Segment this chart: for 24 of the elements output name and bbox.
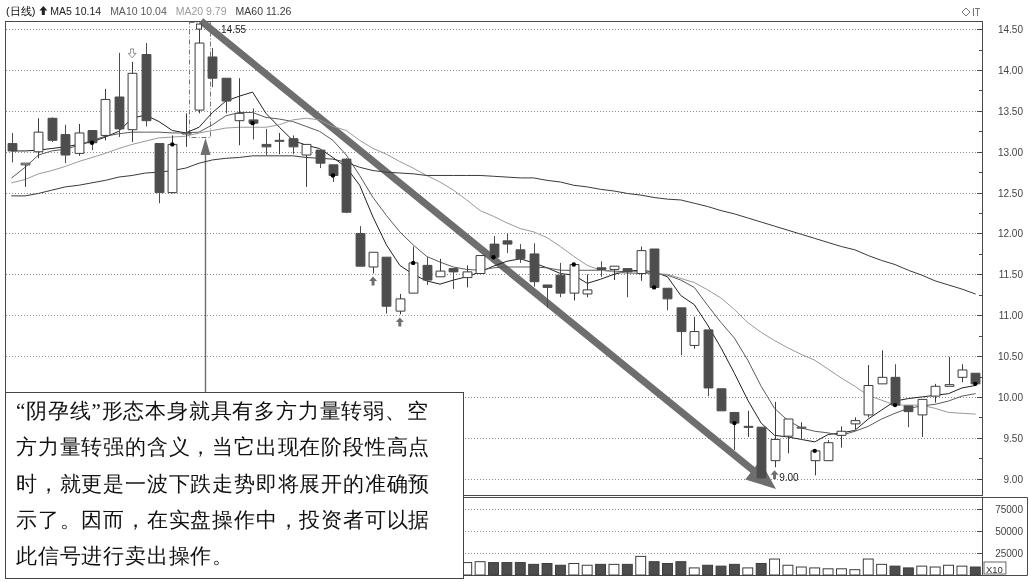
text: MA20 9.79 xyxy=(175,5,227,17)
y-axis-title: X10 xyxy=(986,563,1003,575)
y-tick-label: 14.50 xyxy=(997,24,1024,35)
chart-title: (日线) xyxy=(6,5,36,17)
y-tick-label: 50000 xyxy=(995,526,1024,537)
y-tick-label: 10.00 xyxy=(997,392,1024,403)
y-tick-label: 9.50 xyxy=(1003,433,1024,444)
y-tick-label: 9.00 xyxy=(1003,474,1024,485)
y-tick-label: 12.50 xyxy=(997,188,1024,199)
annotation: 14.55 xyxy=(221,23,247,35)
y-tick-label: 75000 xyxy=(995,504,1024,515)
text: MA60 11.26 xyxy=(235,5,292,17)
annotation: 9.00 xyxy=(779,472,800,484)
y-tick-label: 13.00 xyxy=(997,147,1024,158)
y-tick-label: 25000 xyxy=(995,548,1024,559)
text: MA10 10.04 xyxy=(110,5,167,17)
y-tick-label: 10.50 xyxy=(997,351,1024,362)
y-tick-label: 12.00 xyxy=(997,228,1024,239)
annotation: “阴孕线”形态本身就具有多方力量转弱、空方力量转强的含义，当它出现在阶段性高点时，就更是一波下跌走势即将展开的准确预示了。因而，在实盘操作中，投资者可以据此信号进行卖出操作。 xyxy=(5,392,464,579)
y-tick-label: 14.00 xyxy=(997,65,1024,76)
legend-label: MA5 10.14 xyxy=(50,5,102,17)
y-tick-label: 11.50 xyxy=(998,269,1024,280)
y-tick-label: 11.00 xyxy=(998,310,1024,321)
y-tick-label: 13.50 xyxy=(997,106,1024,117)
